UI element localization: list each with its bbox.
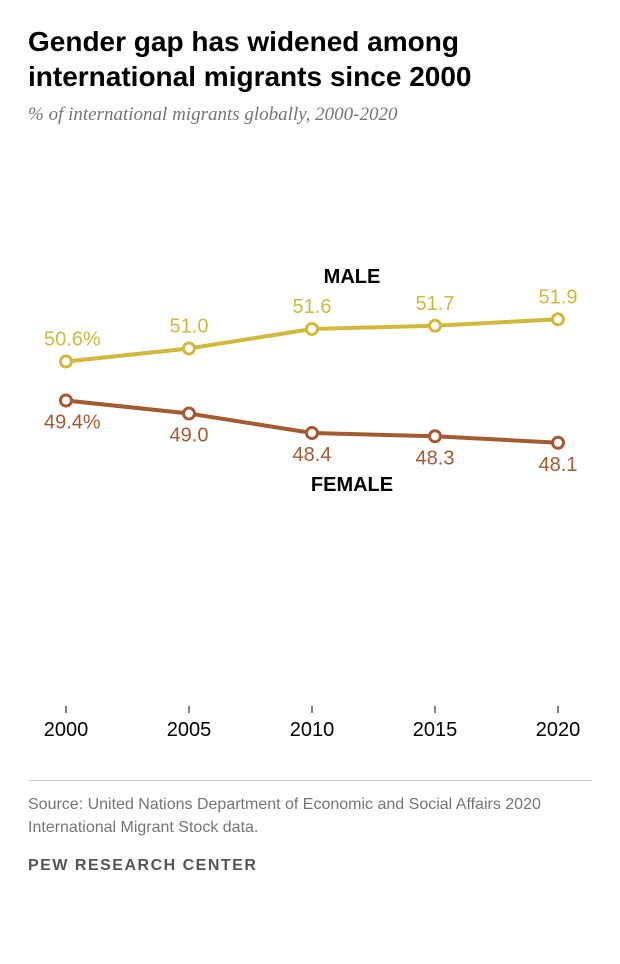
svg-text:2005: 2005 — [167, 719, 212, 741]
svg-text:49.0: 49.0 — [170, 425, 209, 447]
line-chart: 2000 2005 2010 2015 2020 50.6% 51.0 51.6 51.7 51.… — [28, 146, 588, 766]
source-text: Source: United Nations Department of Eco… — [28, 793, 592, 839]
svg-text:50.6%: 50.6% — [44, 329, 101, 351]
svg-text:51.9: 51.9 — [539, 286, 578, 308]
svg-text:51.7: 51.7 — [416, 293, 455, 315]
svg-text:51.6: 51.6 — [293, 296, 332, 318]
svg-text:MALE: MALE — [324, 266, 381, 288]
svg-text:48.4: 48.4 — [293, 444, 332, 466]
divider — [28, 780, 592, 781]
svg-text:2015: 2015 — [413, 719, 458, 741]
svg-text:2000: 2000 — [44, 719, 89, 741]
svg-text:51.0: 51.0 — [170, 316, 209, 338]
svg-text:49.4%: 49.4% — [44, 412, 101, 434]
chart-container: 2000 2005 2010 2015 2020 50.6% 51.0 51.6 51.7 51.… — [28, 146, 588, 766]
chart-subtitle: % of international migrants globally, 20… — [28, 104, 592, 126]
chart-title: Gender gap has widened among internation… — [28, 24, 592, 94]
svg-text:48.1: 48.1 — [539, 454, 578, 476]
svg-text:48.3: 48.3 — [416, 447, 455, 469]
attribution: PEW RESEARCH CENTER — [28, 857, 592, 875]
svg-text:2020: 2020 — [536, 719, 581, 741]
svg-text:FEMALE: FEMALE — [311, 474, 393, 496]
svg-text:2010: 2010 — [290, 719, 335, 741]
